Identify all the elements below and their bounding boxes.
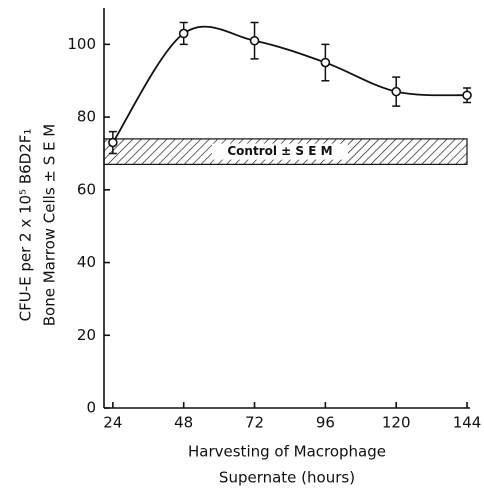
data-point	[462, 90, 472, 101]
x-label-line: Harvesting of Macrophage	[188, 443, 386, 461]
data-point	[249, 35, 260, 46]
x-tick-label: 120	[382, 414, 411, 432]
x-tick-label: 96	[316, 414, 335, 432]
x-tick-label: 72	[245, 414, 264, 432]
y-tick-label: 40	[77, 253, 96, 271]
y-tick-label: 0	[86, 399, 96, 417]
annotation-bg	[211, 143, 348, 160]
y-tick-label: 100	[67, 35, 96, 53]
y-tick-label: 60	[77, 180, 96, 198]
data-point	[108, 137, 118, 148]
x-tick-label: 144	[453, 414, 482, 432]
data-point	[320, 57, 331, 68]
data-point	[178, 28, 189, 39]
data-point	[391, 86, 402, 97]
data-line	[112, 25, 468, 144]
y-label: CFU-E per 2 x 10⁵ B6D2F₁ Bone Marrow Cel…	[17, 124, 59, 327]
x-tick-label: 24	[103, 414, 122, 432]
annotation: Control ± S E M	[227, 144, 332, 158]
x-label-line: Supernate (hours)	[219, 469, 355, 487]
y-label-line: CFU-E per 2 x 10⁵ B6D2F₁	[17, 129, 35, 322]
x-tick-label: 48	[174, 414, 193, 432]
y-tick-label: 20	[77, 326, 96, 344]
y-label-line: Bone Marrow Cells ± S E M	[41, 124, 59, 327]
y-tick-label: 80	[77, 108, 96, 126]
